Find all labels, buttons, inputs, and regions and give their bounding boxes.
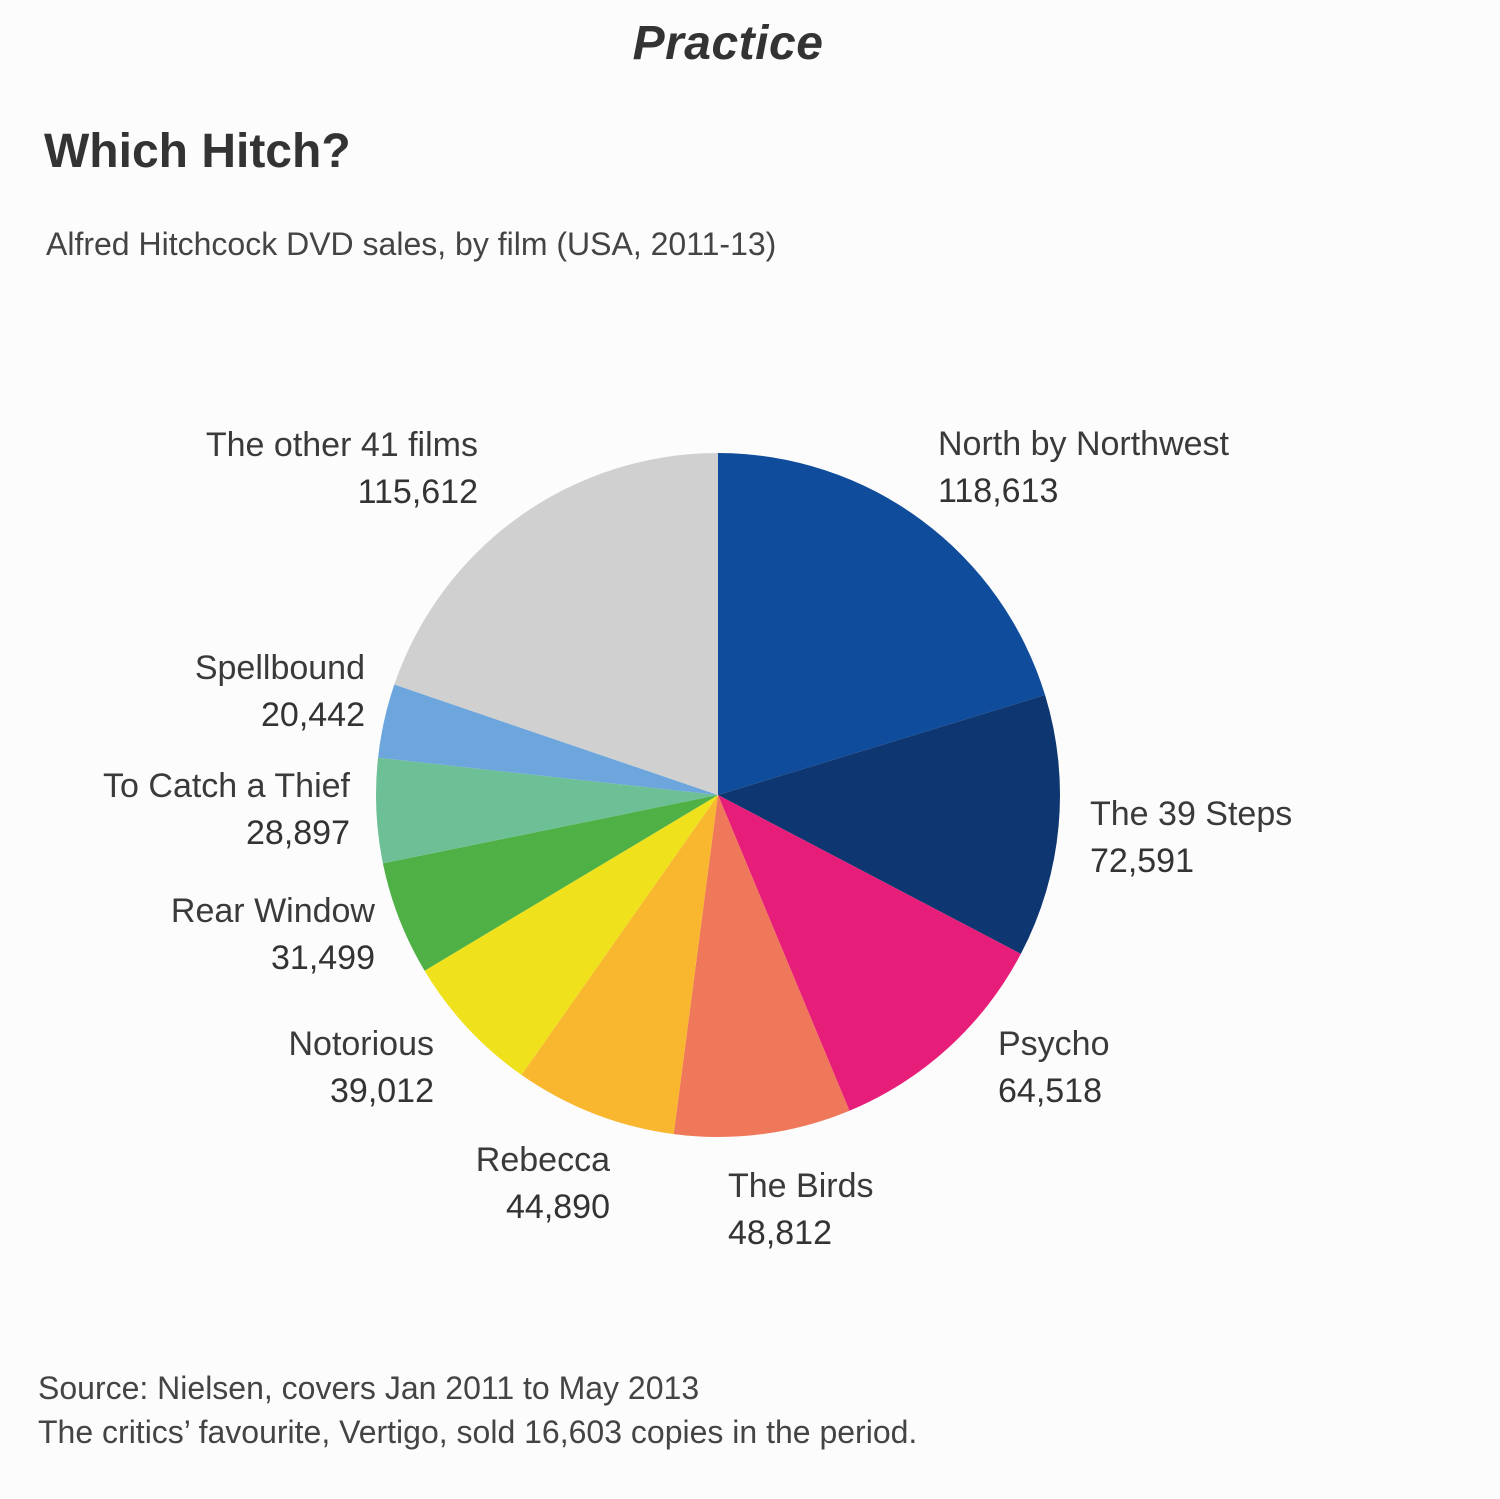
footnote: The critics’ favourite, Vertigo, sold 16… — [38, 1414, 918, 1450]
pie-slice-to-catch-a-thief — [376, 757, 718, 864]
slice-value-spellbound: 20,442 — [261, 696, 365, 734]
slice-label-rear-window: Rear Window — [171, 892, 376, 930]
pie-slice-north-by-northwest — [718, 453, 1046, 795]
source-note: Source: Nielsen, covers Jan 2011 to May … — [38, 1370, 700, 1406]
pie-slice-the-other-41-films — [394, 453, 718, 795]
slice-value-rebecca: 44,890 — [506, 1188, 610, 1226]
slice-label-to-catch-a-thief: To Catch a Thief — [103, 767, 351, 805]
slice-label-the-birds: The Birds — [728, 1167, 874, 1205]
slice-label-notorious: Notorious — [288, 1025, 434, 1063]
slice-label-north-by-northwest: North by Northwest — [938, 425, 1230, 463]
slice-value-rear-window: 31,499 — [271, 939, 375, 977]
slice-value-notorious: 39,012 — [330, 1072, 434, 1110]
slice-value-north-by-northwest: 118,613 — [938, 472, 1058, 510]
banner-title: Practice — [632, 17, 824, 70]
pie-labels: North by Northwest 118,613 The 39 Steps 72,… — [103, 425, 1292, 1252]
slice-label-psycho: Psycho — [998, 1025, 1110, 1063]
slice-value-to-catch-a-thief: 28,897 — [246, 814, 350, 852]
slice-value-the-birds: 48,812 — [728, 1214, 832, 1252]
slice-label-spellbound: Spellbound — [195, 649, 365, 687]
slice-value-the-39-steps: 72,591 — [1090, 842, 1194, 880]
pie-slice-the-birds — [673, 795, 850, 1138]
slice-label-the-39-steps: The 39 Steps — [1090, 795, 1292, 833]
chart-title: Which Hitch? — [44, 125, 351, 178]
slice-label-rebecca: Rebecca — [476, 1141, 610, 1179]
slice-label-the-other-41-films: The other 41 films — [206, 426, 478, 464]
chart-subtitle: Alfred Hitchcock DVD sales, by film (USA… — [46, 226, 777, 262]
pie-slice-rebecca — [521, 795, 718, 1135]
chart-footer: Source: Nielsen, covers Jan 2011 to May … — [38, 1366, 917, 1454]
slice-value-the-other-41-films: 115,612 — [358, 473, 478, 511]
pie-slices — [376, 453, 1061, 1138]
pie-slice-spellbound — [378, 684, 718, 795]
slice-value-psycho: 64,518 — [998, 1072, 1102, 1110]
pie-slice-notorious — [424, 795, 718, 1075]
pie-slice-the-39-steps — [718, 695, 1061, 954]
pie-slice-rear-window — [382, 795, 718, 971]
pie-slice-psycho — [718, 795, 1021, 1111]
